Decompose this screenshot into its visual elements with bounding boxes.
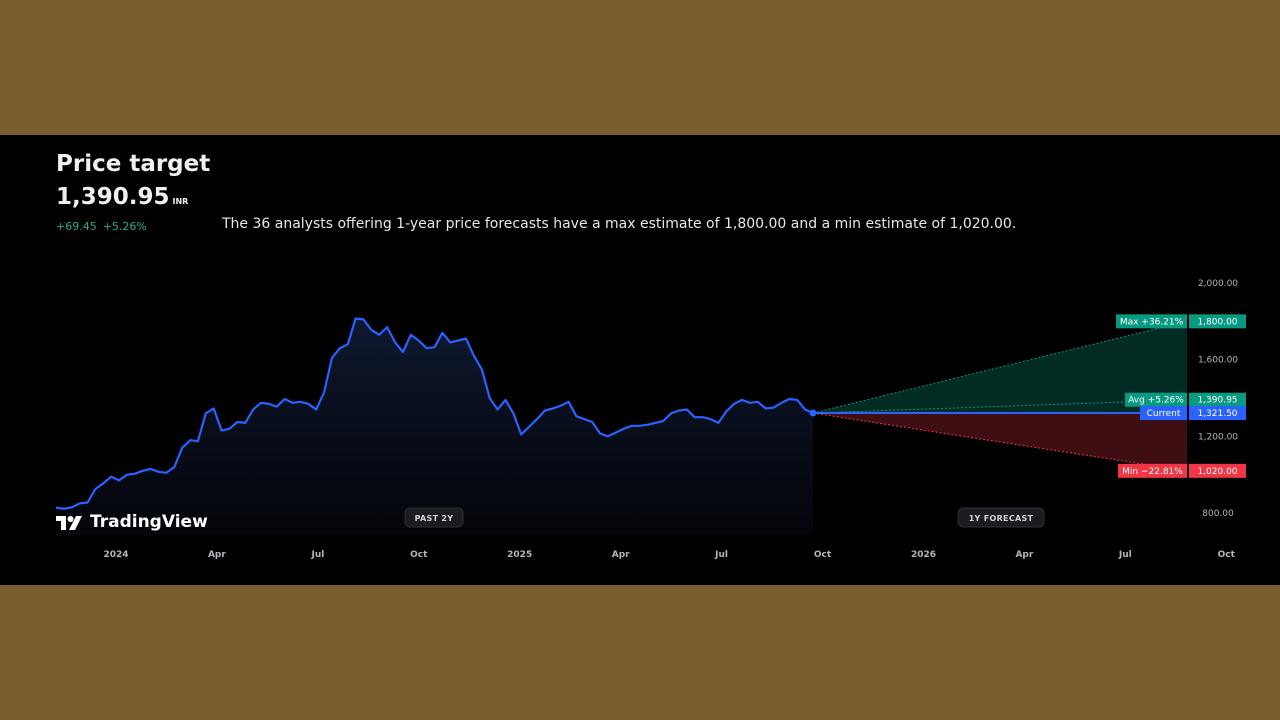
min-line: [812, 412, 1188, 472]
avg-value: 1,390.95: [1197, 396, 1237, 406]
price-line: [55, 317, 814, 510]
x-tick-label: Apr: [1015, 550, 1033, 560]
price-target-chart[interactable]: 2,000.00 1,600.00 1,200.00 800.00 2024 Apr Ju…: [0, 135, 1280, 585]
max-line: [812, 320, 1188, 414]
x-tick-label: Oct: [814, 550, 832, 560]
y-tick-label: 1,600.00: [1198, 356, 1238, 366]
past-period-pill: PAST 2Y: [404, 507, 464, 528]
forecast-period-pill: 1Y FORECAST: [957, 507, 1045, 528]
avg-tag: Avg +5.26% 1,390.95: [1125, 392, 1246, 407]
price-target-panel: Price target 1,390.95 INR +69.45 +5.26% Th…: [0, 135, 1280, 585]
avg-value-bg: [1189, 392, 1246, 407]
forecast-period-label: 1Y FORECAST: [969, 514, 1034, 523]
x-tick-label: Jul: [714, 550, 728, 560]
x-tick-label: Oct: [410, 550, 428, 560]
price-change: +69.45 +5.26%: [56, 220, 147, 233]
max-value-bg: [1189, 314, 1246, 329]
current-tag: Current 1,321.50: [1140, 406, 1246, 421]
current-value: 1,321.50: [1197, 409, 1237, 419]
x-tick-label: 2025: [507, 550, 532, 560]
x-tick-label: Apr: [612, 550, 630, 560]
max-label-bg: [1116, 314, 1187, 329]
current-price-dot: [809, 409, 817, 417]
past-period-label: PAST 2Y: [415, 514, 454, 523]
min-label: Min −22.81%: [1122, 467, 1183, 477]
avg-label: Avg +5.26%: [1128, 396, 1184, 406]
max-label: Max +36.21%: [1120, 317, 1184, 327]
min-tag: Min −22.81% 1,020.00: [1118, 463, 1246, 478]
min-value: 1,020.00: [1197, 467, 1237, 477]
current-label-bg: [1140, 406, 1187, 421]
max-tag: Max +36.21% 1,800.00: [1116, 314, 1246, 329]
current-label: Current: [1147, 409, 1181, 419]
x-tick-label: 2026: [911, 550, 936, 560]
x-tick-label: Oct: [1218, 550, 1236, 560]
min-label-bg: [1118, 463, 1187, 478]
analyst-summary: The 36 analysts offering 1-year price fo…: [222, 216, 1017, 232]
avg-label-bg: [1125, 392, 1187, 407]
y-tick-label: 800.00: [1202, 509, 1234, 519]
brand-name: TradingView: [90, 512, 208, 532]
change-percent: +5.26%: [102, 220, 147, 233]
y-tick-label: 1,200.00: [1198, 432, 1238, 442]
tradingview-logo[interactable]: TradingView: [56, 512, 208, 532]
min-value-bg: [1189, 463, 1246, 478]
current-value-bg: [1189, 406, 1246, 421]
y-axis: 2,000.00 1,600.00 1,200.00 800.00: [1198, 279, 1238, 519]
x-axis: 2024 Apr Jul Oct 2025 Apr Jul Oct 2026 Apr Jul Oct: [103, 550, 1235, 560]
y-tick-label: 2,000.00: [1198, 279, 1238, 289]
currency-label: INR: [172, 197, 189, 206]
price-target-value: 1,390.95: [56, 184, 170, 210]
tradingview-logo-icon: [56, 515, 84, 530]
page-title: Price target: [56, 151, 211, 177]
change-absolute: +69.45: [56, 220, 97, 233]
price-row: 1,390.95 INR: [56, 184, 188, 210]
price-area: [56, 318, 813, 535]
x-tick-label: Jul: [310, 550, 324, 560]
max-cone: [813, 321, 1187, 414]
x-tick-label: 2024: [103, 550, 128, 560]
x-tick-label: Apr: [208, 550, 226, 560]
forecast-cone: [812, 320, 1188, 472]
max-value: 1,800.00: [1197, 317, 1237, 327]
x-tick-label: Jul: [1118, 550, 1132, 560]
